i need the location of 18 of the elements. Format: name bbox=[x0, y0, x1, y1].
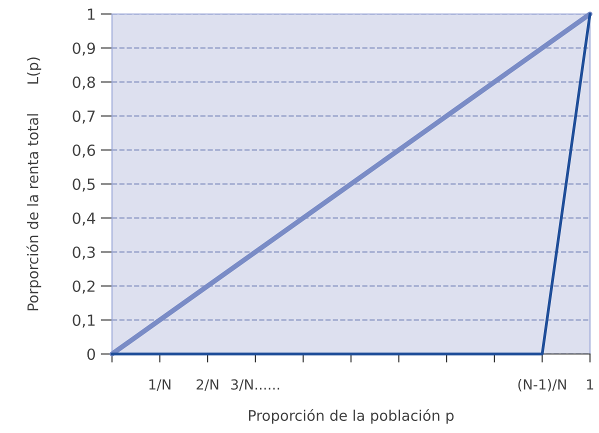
y-tick-label: 0,6 bbox=[72, 144, 96, 158]
y-tick-label: 1 bbox=[88, 8, 95, 20]
y-tick-label: 0,7 bbox=[72, 110, 95, 124]
y-axis-title: Porporción de la renta total L(p) bbox=[26, 58, 42, 310]
x-tick-label: 2/N bbox=[196, 379, 218, 391]
y-tick-label: 0,8 bbox=[72, 76, 95, 90]
y-tick-label: 0,5 bbox=[72, 178, 95, 192]
x-tick-label: (N-1)/N bbox=[518, 379, 566, 392]
y-tick-label: 0,9 bbox=[72, 42, 95, 56]
x-tick-label: 1/N bbox=[149, 379, 170, 391]
y-tick-label: 0 bbox=[87, 348, 96, 360]
y-tick-label: 0,3 bbox=[72, 246, 95, 260]
y-tick-label: 0,2 bbox=[72, 280, 94, 294]
x-tick-label: 3/N...... bbox=[231, 379, 280, 391]
y-tick-label: 0,4 bbox=[72, 212, 96, 226]
x-axis-title: Proporción de la población p bbox=[248, 409, 454, 424]
y-tick-label: 0,1 bbox=[72, 314, 95, 328]
x-tick-label: 1 bbox=[587, 379, 594, 390]
